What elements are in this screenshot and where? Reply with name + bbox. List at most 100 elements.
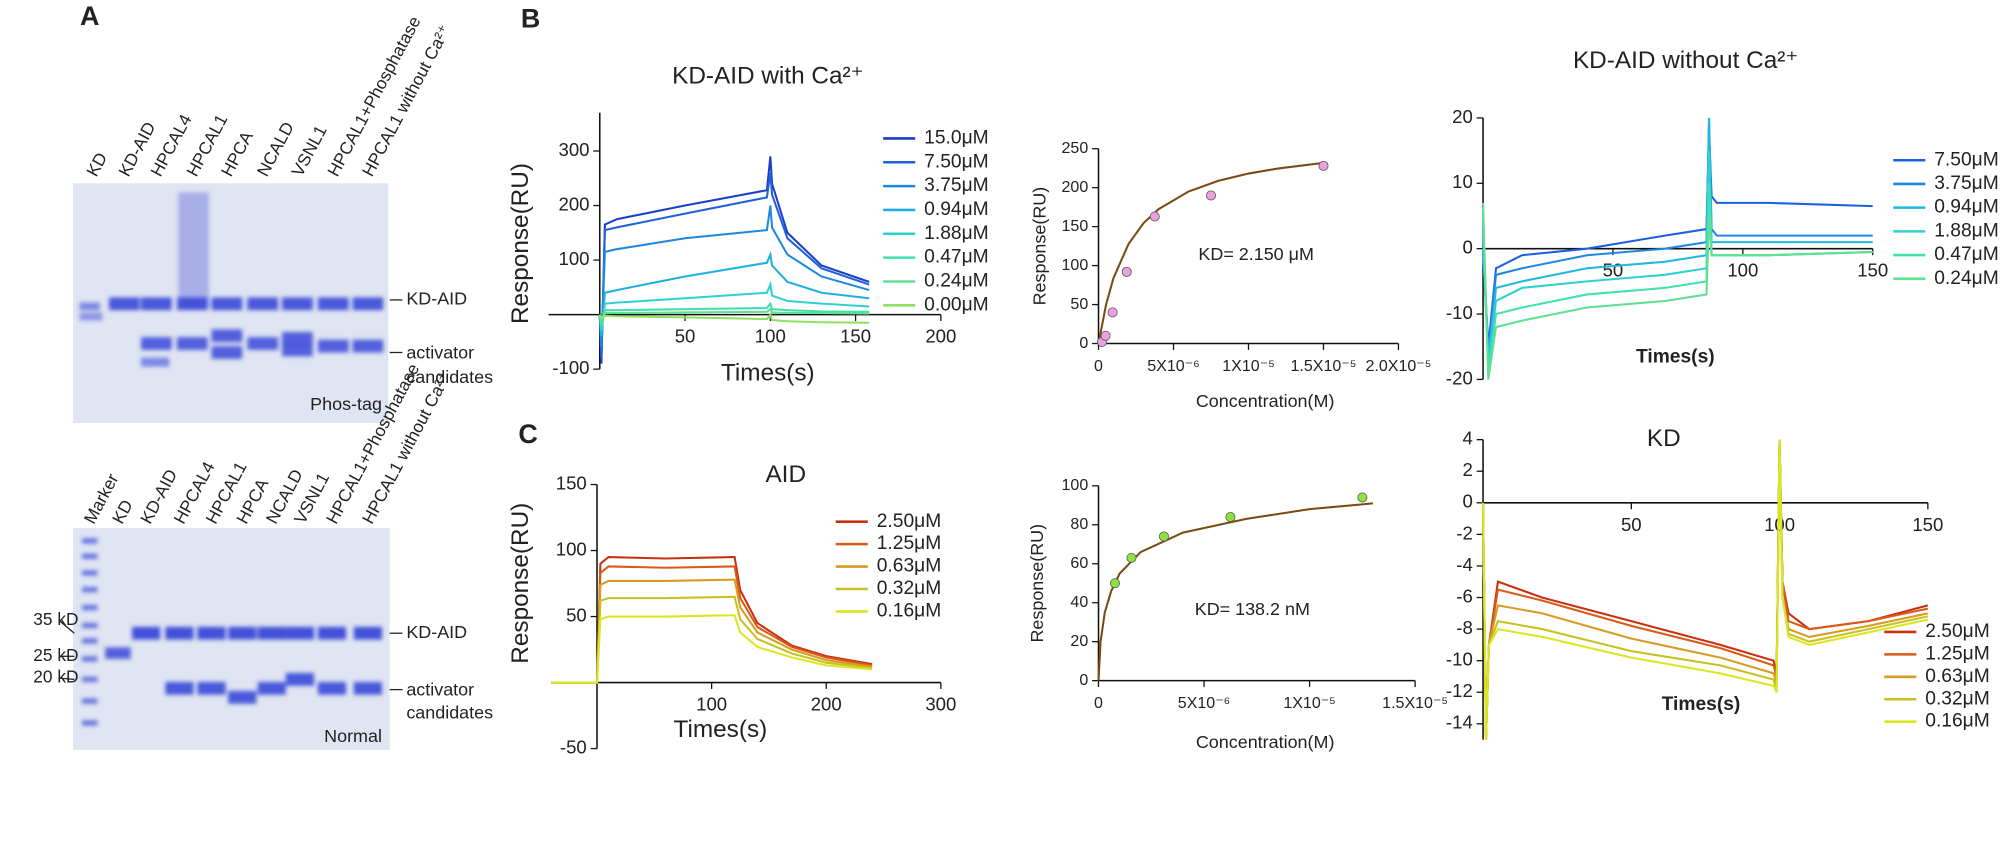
y-tick-label: -100 [552,357,589,378]
band [317,681,347,695]
series-line [1482,117,1873,354]
ladder-band [82,538,98,544]
legend-label: 1.25μM [1925,643,1989,664]
x-tick-label: 0 [1094,357,1103,375]
y-tick-label: 200 [1062,178,1089,196]
legend-label: 0.63μM [1925,666,1989,687]
y-tick-label: 0 [1079,334,1088,352]
x-axis-label: Times(s) [673,716,767,743]
x-tick-label: 50 [1621,514,1642,535]
y-tick-label: 80 [1070,515,1088,533]
band [140,337,172,350]
data-point [1109,578,1120,589]
data-point [1225,511,1236,522]
band [257,626,286,640]
gel-name: Normal [324,726,382,746]
y-tick-label: 4 [1462,428,1472,449]
ladder-band [82,622,98,629]
legend-label: 0.32μM [1925,688,1989,709]
legend-label: 0.24μM [924,271,989,292]
chart-title: AID [765,461,806,488]
y-tick-label: -14 [1446,712,1473,733]
series-line [1482,150,1873,367]
legend-label: 3.75μM [1934,173,1999,194]
band [317,297,349,311]
gel-label: KD-AID [406,289,467,309]
panel-label: A [80,1,99,31]
ladder-band [82,698,98,704]
band [197,681,226,695]
data-point [1318,160,1329,171]
x-axis-label: Concentration(M) [1196,391,1335,411]
series-line [1482,130,1873,347]
series-line [1482,439,1929,740]
band [211,346,243,359]
y-tick-label: 200 [559,193,590,214]
data-point [1107,307,1118,318]
y-tick-label: 0 [1079,671,1088,689]
x-tick-label: 100 [1764,514,1795,535]
ladder-band [82,676,98,682]
data-point [1100,330,1111,341]
gel-label: candidates [406,703,493,723]
band [281,331,313,345]
x-axis-label: Times(s) [1636,347,1715,368]
gel-label: activator [406,343,474,363]
legend-label: 3.75μM [924,175,989,196]
band [211,297,243,311]
series-line [551,614,873,684]
legend-label: 0.32μM [877,578,942,599]
panel-label: C [518,419,537,449]
x-tick-label: 50 [1603,260,1624,281]
chart-title: KD-AID with Ca²⁺ [672,62,863,89]
y-tick-label: -4 [1456,554,1473,575]
data-point [1158,531,1169,542]
x-tick-label: 5X10⁻⁶ [1147,357,1199,375]
band [281,343,313,357]
band [228,626,257,640]
band [165,681,194,695]
x-tick-label: 50 [675,326,696,347]
chart-title: KD-AID without Ca²⁺ [1573,47,1798,74]
band [228,690,257,704]
y-tick-label: -10 [1446,649,1473,670]
ladder-band [82,720,98,726]
band [317,339,349,353]
legend-label: 0.16μM [1925,711,1989,732]
marker-pointer [58,677,75,681]
band [285,626,315,640]
ladder-band [82,553,98,559]
x-tick-label: 100 [696,694,727,715]
data-point [1121,266,1132,277]
series-line [1482,202,1873,380]
series-line [598,312,870,324]
band [140,357,170,367]
y-tick-label: 10 [1452,171,1473,192]
gel-name: Phos-tag [310,394,382,414]
legend-label: 0.24μM [1934,268,1999,289]
y-tick-label: -20 [1446,367,1473,388]
x-tick-label: 5X10⁻⁶ [1178,694,1230,712]
legend-label: 2.50μM [877,511,942,532]
legend-label: 2.50μM [1925,621,1989,642]
y-tick-label: 250 [1062,139,1089,157]
band [79,312,103,321]
gel-label: activator [406,680,474,700]
band [352,339,384,353]
y-tick-label: 2 [1462,459,1472,480]
y-tick-label: 0 [1462,237,1472,258]
gel-label: candidates [406,367,493,387]
gel-label: KD-AID [406,622,467,642]
legend-label: 7.50μM [924,151,989,172]
x-axis-label: Times(s) [721,360,815,387]
y-tick-label: -6 [1456,585,1473,606]
legend-label: 0.94μM [924,199,989,220]
x-tick-label: 1X10⁻⁵ [1222,357,1275,375]
legend-label: 0.16μM [877,601,942,622]
x-tick-label: 1X10⁻⁵ [1283,694,1335,712]
ladder-band [82,638,98,644]
y-tick-label: 40 [1070,593,1088,611]
legend-label: 15.0μM [924,128,989,149]
x-tick-label: 150 [840,326,871,347]
marker-label: 35 kD [33,609,78,629]
